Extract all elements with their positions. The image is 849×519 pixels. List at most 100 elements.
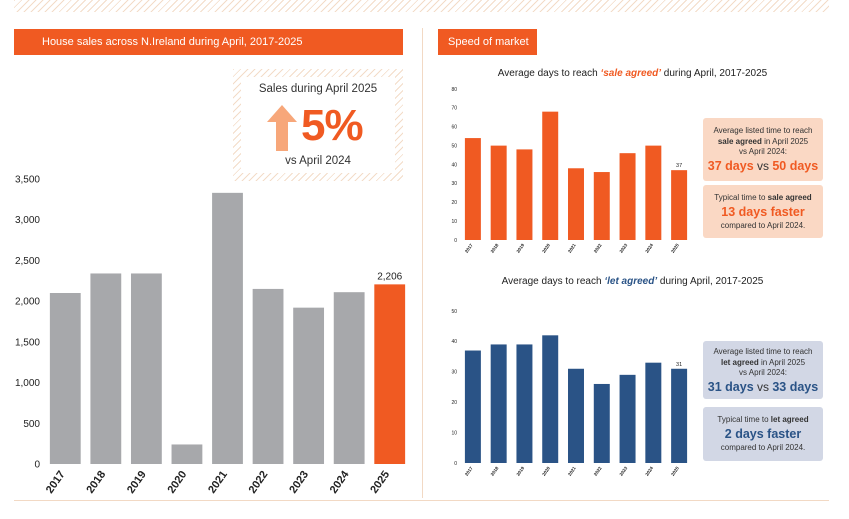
let-info-line2: let agreed in April 2025 bbox=[703, 358, 823, 369]
sale-days-2024: 50 days bbox=[772, 158, 819, 173]
sale-vs: vs bbox=[753, 158, 773, 173]
sale-info-line1: Average listed time to reach bbox=[713, 126, 813, 135]
y-tick-label: 20 bbox=[451, 200, 457, 206]
sale-title-em: ‘sale agreed’ bbox=[600, 68, 662, 79]
let-days-2024: 33 days bbox=[772, 379, 819, 394]
x-tick-label: 2020 bbox=[541, 242, 551, 253]
x-tick-label: 2019 bbox=[515, 465, 525, 476]
bottom-rule bbox=[14, 500, 829, 501]
sale-agreed-bar-chart: 0 10 20 30 40 50 60 70 80 2017 2018 2019 2020 2021 202… bbox=[451, 87, 688, 254]
let-title-pre: Average days to reach bbox=[501, 276, 605, 287]
x-tick-label: 2020 bbox=[166, 469, 190, 495]
let-info-line1: Average listed time to reach bbox=[713, 347, 813, 356]
y-tick-label: 3,000 bbox=[15, 215, 40, 226]
bar-2024 bbox=[645, 145, 662, 240]
bar-2019 bbox=[516, 344, 533, 463]
let-vs: vs bbox=[753, 379, 773, 394]
data-label: 31 bbox=[676, 362, 682, 368]
y-tick-label: 500 bbox=[23, 419, 40, 430]
x-tick-label: 2025 bbox=[368, 469, 392, 495]
x-tick-label: 2024 bbox=[328, 468, 352, 495]
let-title-em: ‘let agreed’ bbox=[604, 276, 658, 287]
x-tick-label: 2021 bbox=[567, 242, 577, 253]
y-tick-label: 50 bbox=[451, 309, 457, 315]
let-typical-value: 2 days faster bbox=[724, 426, 802, 441]
bar-2024 bbox=[333, 292, 365, 464]
y-tick-label: 30 bbox=[451, 370, 457, 376]
y-tick-label: 10 bbox=[451, 430, 457, 436]
y-tick-label: 2,500 bbox=[15, 256, 40, 267]
x-tick-label: 2017 bbox=[464, 465, 474, 476]
y-tick-label: 1,500 bbox=[15, 337, 40, 348]
x-tick-label: 2023 bbox=[619, 242, 629, 253]
let-typical-bold: let agreed bbox=[770, 415, 809, 424]
y-tick-label: 3,500 bbox=[15, 175, 40, 186]
data-label: 37 bbox=[676, 163, 682, 169]
x-tick-label: 2020 bbox=[541, 465, 551, 476]
y-tick-label: 70 bbox=[451, 106, 457, 112]
panel-divider bbox=[422, 28, 423, 498]
let-typical-line3: compared to April 2024. bbox=[720, 442, 806, 452]
bar-2023 bbox=[619, 153, 636, 240]
x-tick-label: 2021 bbox=[206, 469, 230, 495]
bar-2018 bbox=[90, 273, 122, 464]
sale-days-2025: 37 days bbox=[707, 158, 754, 173]
let-agreed-chart-title: Average days to reach ‘let agreed’ durin… bbox=[440, 276, 825, 287]
sale-info-line3: vs April 2024: bbox=[738, 147, 788, 156]
speed-of-market-header: Speed of market bbox=[438, 29, 537, 55]
bar-2020 bbox=[171, 444, 203, 464]
y-tick-label: 2,000 bbox=[15, 297, 40, 308]
bar-2017 bbox=[49, 293, 81, 464]
sale-info-line2: sale agreed in April 2025 bbox=[703, 137, 823, 148]
sale-title-pre: Average days to reach bbox=[497, 68, 601, 79]
y-tick-label: 20 bbox=[451, 400, 457, 406]
bar-2022 bbox=[252, 288, 284, 464]
x-tick-label: 2018 bbox=[84, 469, 108, 495]
sale-typical-line1: Typical time to sale agreed bbox=[703, 193, 823, 204]
y-tick-label: 0 bbox=[34, 460, 40, 471]
x-tick-label: 2022 bbox=[593, 242, 603, 253]
sale-info-bold: sale agreed bbox=[717, 136, 762, 146]
let-agreed-average-box: Average listed time to reach let agreed … bbox=[703, 341, 823, 399]
bar-2025 bbox=[671, 170, 688, 240]
y-tick-label: 0 bbox=[454, 461, 457, 467]
x-tick-label: 2017 bbox=[464, 242, 474, 253]
let-days-2025: 31 days bbox=[707, 379, 754, 394]
x-tick-label: 2025 bbox=[670, 465, 680, 476]
x-tick-label: 2019 bbox=[515, 242, 525, 253]
sale-typical-line3: compared to April 2024. bbox=[720, 220, 806, 230]
y-tick-label: 10 bbox=[451, 219, 457, 225]
x-tick-label: 2022 bbox=[247, 469, 271, 495]
bar-2022 bbox=[593, 383, 610, 463]
let-agreed-bar-chart: 0 10 20 30 40 50 2017 2018 2019 2020 2021 2022 2023 2… bbox=[451, 309, 688, 477]
bar-2023 bbox=[619, 374, 636, 463]
sale-info-comparison: 37 days vs 50 days bbox=[703, 158, 823, 175]
bar-2019 bbox=[516, 149, 533, 240]
let-info-comparison: 31 days vs 33 days bbox=[703, 379, 823, 396]
y-tick-label: 40 bbox=[451, 339, 457, 345]
y-tick-label: 60 bbox=[451, 125, 457, 131]
callout-value: 5% bbox=[301, 101, 364, 150]
bar-2018 bbox=[490, 145, 507, 240]
let-title-post: during April, 2017-2025 bbox=[657, 276, 764, 287]
bar-2021 bbox=[568, 368, 584, 463]
let-info-line3: vs April 2024: bbox=[738, 368, 788, 377]
x-tick-label: 2022 bbox=[593, 465, 603, 476]
sale-typical-value: 13 days faster bbox=[721, 204, 805, 219]
house-sales-header: House sales across N.Ireland during Apri… bbox=[14, 29, 403, 55]
x-tick-label: 2018 bbox=[490, 465, 500, 476]
x-tick-label: 2023 bbox=[287, 469, 311, 495]
y-tick-label: 30 bbox=[451, 181, 457, 187]
y-tick-label: 50 bbox=[451, 143, 457, 149]
up-arrow-icon bbox=[267, 105, 297, 151]
x-tick-label: 2024 bbox=[644, 465, 654, 476]
x-tick-label: 2025 bbox=[670, 242, 680, 253]
x-tick-label: 2023 bbox=[619, 465, 629, 476]
x-tick-label: 2021 bbox=[567, 465, 577, 476]
callout-subtitle: vs April 2024 bbox=[285, 155, 351, 167]
sale-agreed-average-box: Average listed time to reach sale agreed… bbox=[703, 118, 823, 181]
bar-2025 bbox=[374, 284, 406, 464]
sale-typical-text: Typical time to bbox=[714, 193, 768, 202]
x-tick-label: 2019 bbox=[125, 469, 149, 495]
bar-2022 bbox=[593, 172, 610, 240]
